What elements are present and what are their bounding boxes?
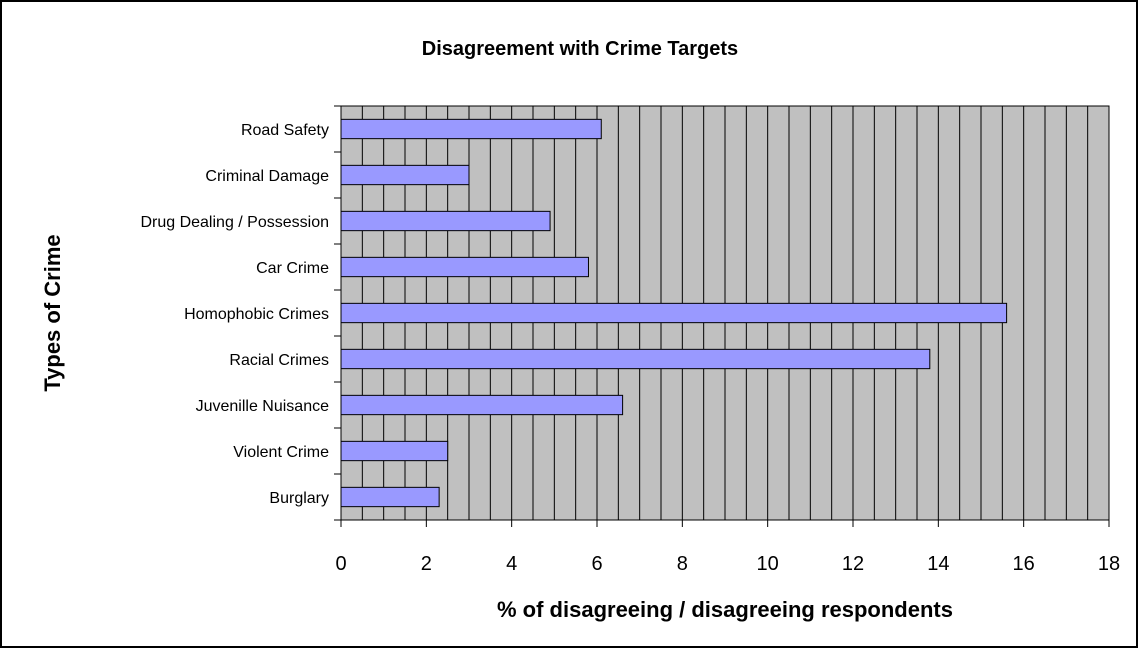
bar xyxy=(340,302,1008,324)
category-label: Violent Crime xyxy=(233,444,329,461)
category-label: Homophobic Crimes xyxy=(184,306,329,323)
category-label: Burglary xyxy=(269,490,329,507)
x-tick-label: 6 xyxy=(591,553,602,575)
x-tick-label: 4 xyxy=(506,553,517,575)
category-label: Criminal Damage xyxy=(205,168,329,185)
chart-title: Disagreement with Crime Targets xyxy=(422,38,738,60)
bar xyxy=(340,486,440,508)
bar xyxy=(340,256,589,278)
x-tick-label: 18 xyxy=(1098,553,1120,575)
x-tick-label: 0 xyxy=(335,553,346,575)
x-tick-label: 8 xyxy=(677,553,688,575)
category-label: Drug Dealing / Possession xyxy=(140,214,329,231)
category-label: Road Safety xyxy=(241,122,329,139)
x-tick-label: 10 xyxy=(757,553,779,575)
category-label: Racial Crimes xyxy=(229,352,329,369)
x-axis-title: % of disagreeing / disagreeing responden… xyxy=(497,597,953,622)
x-tick-label: 12 xyxy=(842,553,864,575)
x-tick-label: 14 xyxy=(927,553,949,575)
category-label: Juvenille Nuisance xyxy=(196,398,330,415)
y-axis-title: Types of Crime xyxy=(40,234,65,391)
bars xyxy=(340,118,1008,508)
bar xyxy=(340,118,602,140)
bar xyxy=(340,440,449,462)
axes xyxy=(334,105,1110,527)
bar xyxy=(340,210,551,232)
category-labels: Road Safety Criminal Damage Drug Dealing /… xyxy=(140,122,329,507)
bar xyxy=(340,164,470,186)
bar xyxy=(340,348,931,370)
x-tick-label: 2 xyxy=(421,553,432,575)
bar xyxy=(340,394,624,416)
x-tick-labels: 0 2 4 6 8 10 12 14 16 18 xyxy=(335,553,1120,575)
category-label: Car Crime xyxy=(256,260,329,277)
x-tick-label: 16 xyxy=(1013,553,1035,575)
